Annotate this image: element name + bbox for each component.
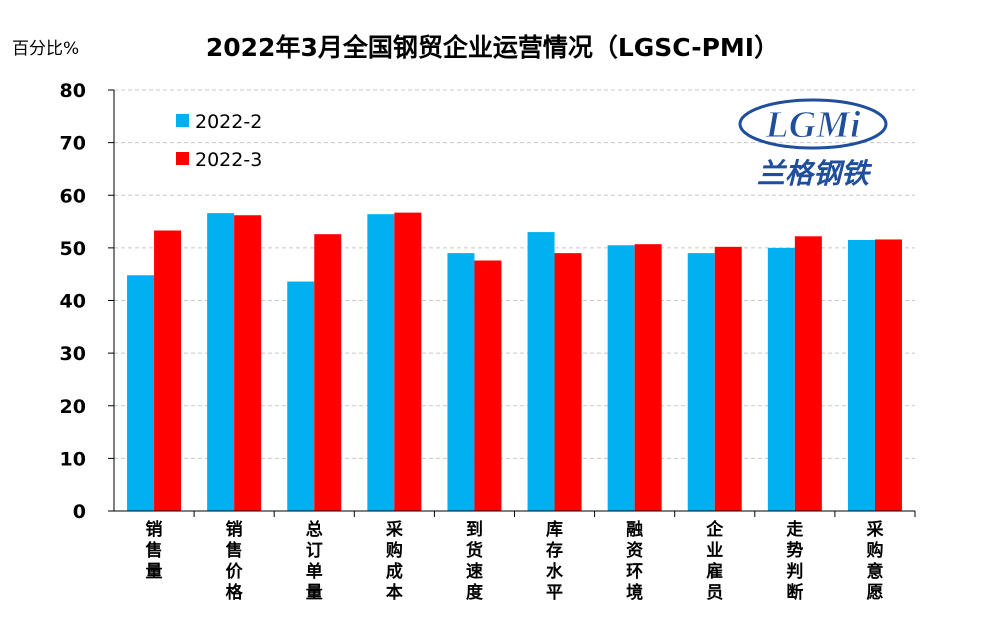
- y-tick-label: 40: [60, 291, 86, 313]
- y-tick-label: 20: [60, 396, 86, 418]
- y-tick-label: 0: [73, 501, 86, 523]
- bar-2022-2-走势判断: [767, 247, 795, 511]
- logo-ellipse: [738, 98, 888, 150]
- x-tick-label: 企业雇员: [705, 519, 724, 603]
- y-tick-label: 60: [60, 185, 86, 207]
- bar-2022-3-企业雇员: [714, 246, 742, 511]
- bar-2022-2-采购意愿: [847, 239, 875, 511]
- x-tick-label: 总订单量: [306, 519, 323, 603]
- x-tick-label: 库存水平: [546, 519, 564, 603]
- legend-label-2022-2: 2022-2: [195, 111, 262, 133]
- bar-2022-3-到货速度: [474, 260, 502, 511]
- bar-2022-3-采购意愿: [874, 239, 902, 511]
- chart-title: 2022年3月全国钢贸企业运营情况（LGSC-PMI）: [205, 33, 780, 62]
- legend: 2022-2 2022-3: [176, 111, 262, 171]
- lgmi-logo: LGMi 兰格钢铁: [738, 98, 888, 190]
- bar-2022-3-销售价格: [234, 215, 262, 511]
- bar-2022-3-采购成本: [394, 212, 422, 511]
- legend-swatch-2022-3: [176, 152, 189, 165]
- bar-2022-2-到货速度: [447, 253, 475, 511]
- bar-2022-2-销售量: [127, 275, 155, 511]
- y-tick-label: 10: [60, 448, 86, 470]
- bar-2022-2-销售价格: [207, 213, 235, 511]
- logo-wordmark: LGMi: [765, 104, 861, 146]
- legend-label-2022-3: 2022-3: [195, 149, 262, 171]
- bar-2022-2-采购成本: [367, 214, 395, 511]
- bar-2022-2-库存水平: [527, 232, 555, 511]
- y-tick-label: 50: [60, 238, 86, 260]
- bar-2022-3-总订单量: [314, 234, 342, 511]
- bar-2022-3-销售量: [154, 230, 182, 512]
- y-tick-label: 80: [60, 80, 86, 102]
- y-tick-label: 70: [60, 133, 86, 155]
- x-tick-label: 融资环境: [626, 520, 643, 603]
- x-tick-label: 销售价格: [226, 519, 244, 603]
- legend-swatch-2022-2: [176, 114, 189, 127]
- bar-2022-2-企业雇员: [687, 253, 715, 511]
- bars: [127, 212, 902, 512]
- logo-subtitle: 兰格钢铁: [757, 157, 873, 190]
- bar-2022-3-融资环境: [634, 244, 662, 511]
- x-tick-label: 采购意愿: [865, 520, 883, 603]
- x-tick-label: 销售量: [146, 519, 163, 582]
- axes: 0 10 20 30 40 50 60 70 80 销售量 销售价格 总订单量 采购成本 到货速度 库存水平…: [60, 80, 916, 603]
- x-tick-label: 采购成本: [385, 520, 403, 603]
- bar-2022-3-走势判断: [794, 236, 822, 512]
- x-tick-label: 到货速度: [466, 520, 484, 603]
- y-axis-unit-label: 百分比%: [12, 39, 80, 59]
- bar-2022-3-库存水平: [554, 253, 582, 511]
- y-tick-label: 30: [60, 343, 86, 365]
- x-tick-label: 走势判断: [786, 519, 803, 603]
- bar-2022-2-融资环境: [607, 245, 635, 511]
- bar-2022-2-总订单量: [287, 281, 315, 511]
